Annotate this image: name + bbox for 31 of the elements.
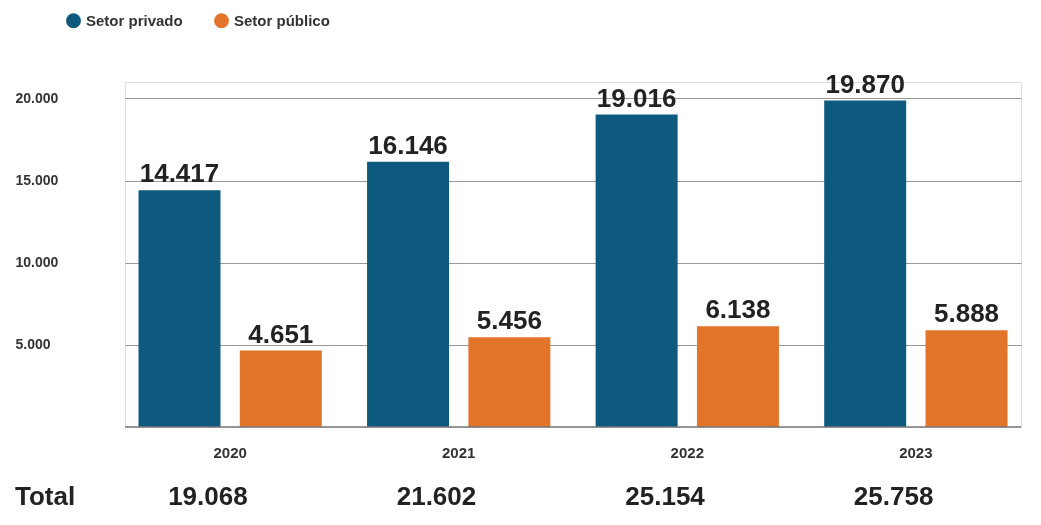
data-label: 4.651: [248, 318, 314, 349]
text: 21.602: [396, 481, 477, 511]
bar: [696, 326, 779, 427]
bar: [239, 350, 322, 427]
text: 19.068: [168, 481, 248, 511]
y-tick-label: 10.000: [15, 254, 59, 271]
text: 25.758: [853, 481, 934, 511]
x-tick-label: 2021: [442, 443, 476, 461]
legend-label: Setor público: [234, 11, 330, 29]
data-label: 5.456: [476, 305, 542, 336]
y-tick-label: 20.000: [15, 89, 59, 106]
x-tick-label: 2023: [899, 443, 933, 461]
bar: [468, 337, 551, 427]
data-label: 6.138: [705, 294, 771, 325]
data-label: 16.146: [368, 129, 448, 160]
bar: [925, 330, 1008, 427]
data-label: 14.417: [139, 158, 220, 189]
data-label: 19.870: [825, 68, 905, 99]
bar: [595, 114, 678, 427]
text: 25.154: [625, 481, 706, 511]
bar: [824, 100, 907, 427]
text: Total: [15, 481, 76, 511]
data-label: 19.016: [596, 82, 677, 113]
legend-label: Setor privado: [86, 11, 183, 29]
bar: [138, 190, 221, 427]
x-tick-label: 2022: [670, 443, 704, 461]
bar: [367, 161, 450, 427]
x-tick-label: 2020: [213, 443, 247, 461]
y-tick-label: 5.000: [15, 336, 51, 353]
data-label: 5.888: [933, 298, 1000, 329]
y-tick-label: 15.000: [15, 172, 59, 189]
